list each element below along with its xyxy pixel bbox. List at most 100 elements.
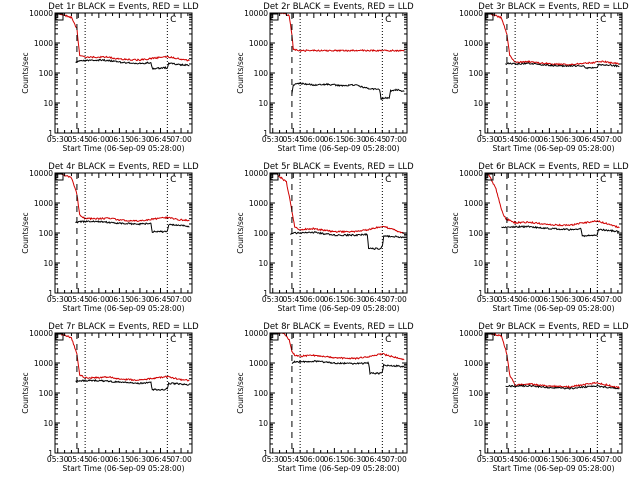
x-axis-label: Start Time (06-Sep-09 05:28:00) — [493, 304, 615, 313]
corner-mark: C — [170, 15, 176, 25]
x-axis-label: Start Time (06-Sep-09 05:28:00) — [278, 464, 400, 473]
y-tick-label: 10 — [473, 99, 483, 108]
detector-panel: C 1 10 100 1000 10000 05:3005:4506:0006:1506:3… — [236, 162, 414, 313]
corner-mark: C — [600, 175, 606, 185]
y-tick-label: 10000 — [244, 169, 268, 178]
y-tick-label: 1000 — [34, 199, 53, 208]
y-tick-label: 1 — [48, 449, 53, 458]
panel-title: Det 2r BLACK = Events, RED = LLD — [263, 2, 414, 12]
x-tick-label: 05:45 — [282, 455, 304, 464]
x-tick-label: 06:30 — [129, 135, 151, 144]
x-axis-label: Start Time (06-Sep-09 05:28:00) — [278, 304, 400, 313]
x-tick-label: 06:45 — [365, 295, 387, 304]
x-tick-label: 05:30 — [47, 295, 69, 304]
corner-mark: C — [385, 335, 391, 345]
y-tick-label: 10 — [258, 419, 268, 428]
y-tick-label: 1000 — [249, 359, 268, 368]
y-axis-label: Counts/sec — [236, 372, 245, 413]
panel-title: Det 1r BLACK = Events, RED = LLD — [48, 2, 199, 12]
y-tick-label: 10000 — [29, 329, 53, 338]
x-tick-label: 06:00 — [518, 455, 540, 464]
detector-panel: C 1 10 100 1000 10000 05:3005:4506:0006:1506:3… — [451, 162, 629, 313]
x-tick-label: 05:30 — [262, 295, 284, 304]
y-axis-label: Counts/sec — [236, 212, 245, 253]
y-tick-label: 10000 — [29, 9, 53, 18]
x-tick-label: 05:30 — [477, 295, 499, 304]
events-series-line — [505, 384, 620, 390]
y-tick-label: 10 — [258, 99, 268, 108]
detector-panel: C 1 10 100 1000 10000 05:3005:4506:0006:1506:3… — [236, 2, 414, 153]
x-tick-label: 06:15 — [324, 295, 346, 304]
y-tick-label: 10000 — [459, 329, 483, 338]
x-tick-label: 06:00 — [303, 455, 325, 464]
y-tick-label: 100 — [39, 389, 54, 398]
x-tick-label: 05:30 — [262, 455, 284, 464]
x-tick-label: 06:00 — [303, 295, 325, 304]
y-tick-label: 100 — [254, 229, 269, 238]
plot-frame — [269, 12, 408, 134]
x-tick-label: 06:30 — [559, 455, 581, 464]
x-tick-label: 05:45 — [497, 455, 519, 464]
corner-box-glyph — [55, 173, 64, 181]
x-tick-label: 06:00 — [303, 135, 325, 144]
x-tick-label: 06:15 — [109, 135, 131, 144]
y-tick-label: 10000 — [244, 9, 268, 18]
y-tick-label: 1000 — [464, 199, 483, 208]
y-axis-label: Counts/sec — [21, 372, 30, 413]
x-tick-label: 06:30 — [129, 295, 151, 304]
y-tick-label: 10 — [473, 259, 483, 268]
events-series-line — [290, 231, 405, 250]
y-axis-label: Counts/sec — [236, 52, 245, 93]
y-tick-label: 1 — [478, 449, 483, 458]
plot-frame — [269, 332, 408, 454]
y-tick-label: 10000 — [459, 9, 483, 18]
lld-series-line — [487, 332, 620, 389]
y-tick-label: 10000 — [244, 329, 268, 338]
panel-title: Det 4r BLACK = Events, RED = LLD — [48, 162, 199, 172]
corner-box-glyph — [270, 333, 279, 341]
y-tick-label: 1 — [48, 129, 53, 138]
lld-series-line — [272, 332, 405, 361]
x-tick-label: 05:45 — [282, 135, 304, 144]
x-tick-label: 06:45 — [580, 135, 602, 144]
corner-box-glyph — [55, 333, 64, 341]
x-tick-label: 05:45 — [282, 295, 304, 304]
events-series-line — [501, 224, 620, 238]
lld-series-line — [272, 12, 405, 53]
corner-box-glyph — [485, 333, 494, 341]
x-tick-label: 05:30 — [262, 135, 284, 144]
x-tick-label: 05:30 — [47, 455, 69, 464]
corner-mark: C — [170, 175, 176, 185]
y-axis-label: Counts/sec — [21, 52, 30, 93]
x-tick-label: 06:00 — [88, 135, 110, 144]
x-tick-label: 07:00 — [385, 455, 407, 464]
detector-panel: C 1 10 100 1000 10000 05:3005:4506:0006:1506:3… — [451, 2, 629, 153]
y-tick-label: 1000 — [464, 359, 483, 368]
y-tick-label: 100 — [39, 69, 54, 78]
y-tick-label: 1 — [263, 289, 268, 298]
x-tick-label: 06:15 — [539, 135, 561, 144]
plot-frame — [484, 172, 623, 294]
lld-series-line — [275, 172, 405, 234]
x-tick-label: 05:45 — [497, 295, 519, 304]
y-tick-label: 1000 — [34, 39, 53, 48]
lld-series-line — [57, 332, 190, 382]
lld-series-line — [57, 172, 190, 223]
corner-box-glyph — [55, 13, 64, 21]
x-tick-label: 06:00 — [518, 135, 540, 144]
y-axis-label: Counts/sec — [451, 372, 460, 413]
events-series-line — [291, 359, 405, 375]
x-tick-label: 05:30 — [477, 455, 499, 464]
y-tick-label: 1000 — [249, 199, 268, 208]
x-tick-label: 06:30 — [559, 135, 581, 144]
y-tick-label: 10000 — [459, 169, 483, 178]
y-tick-label: 1000 — [34, 359, 53, 368]
panel-title: Det 3r BLACK = Events, RED = LLD — [478, 2, 629, 12]
y-tick-label: 1 — [478, 289, 483, 298]
x-axis-label: Start Time (06-Sep-09 05:28:00) — [63, 304, 185, 313]
y-axis-label: Counts/sec — [451, 52, 460, 93]
panel-title: Det 7r BLACK = Events, RED = LLD — [48, 322, 199, 332]
y-tick-label: 10000 — [29, 169, 53, 178]
